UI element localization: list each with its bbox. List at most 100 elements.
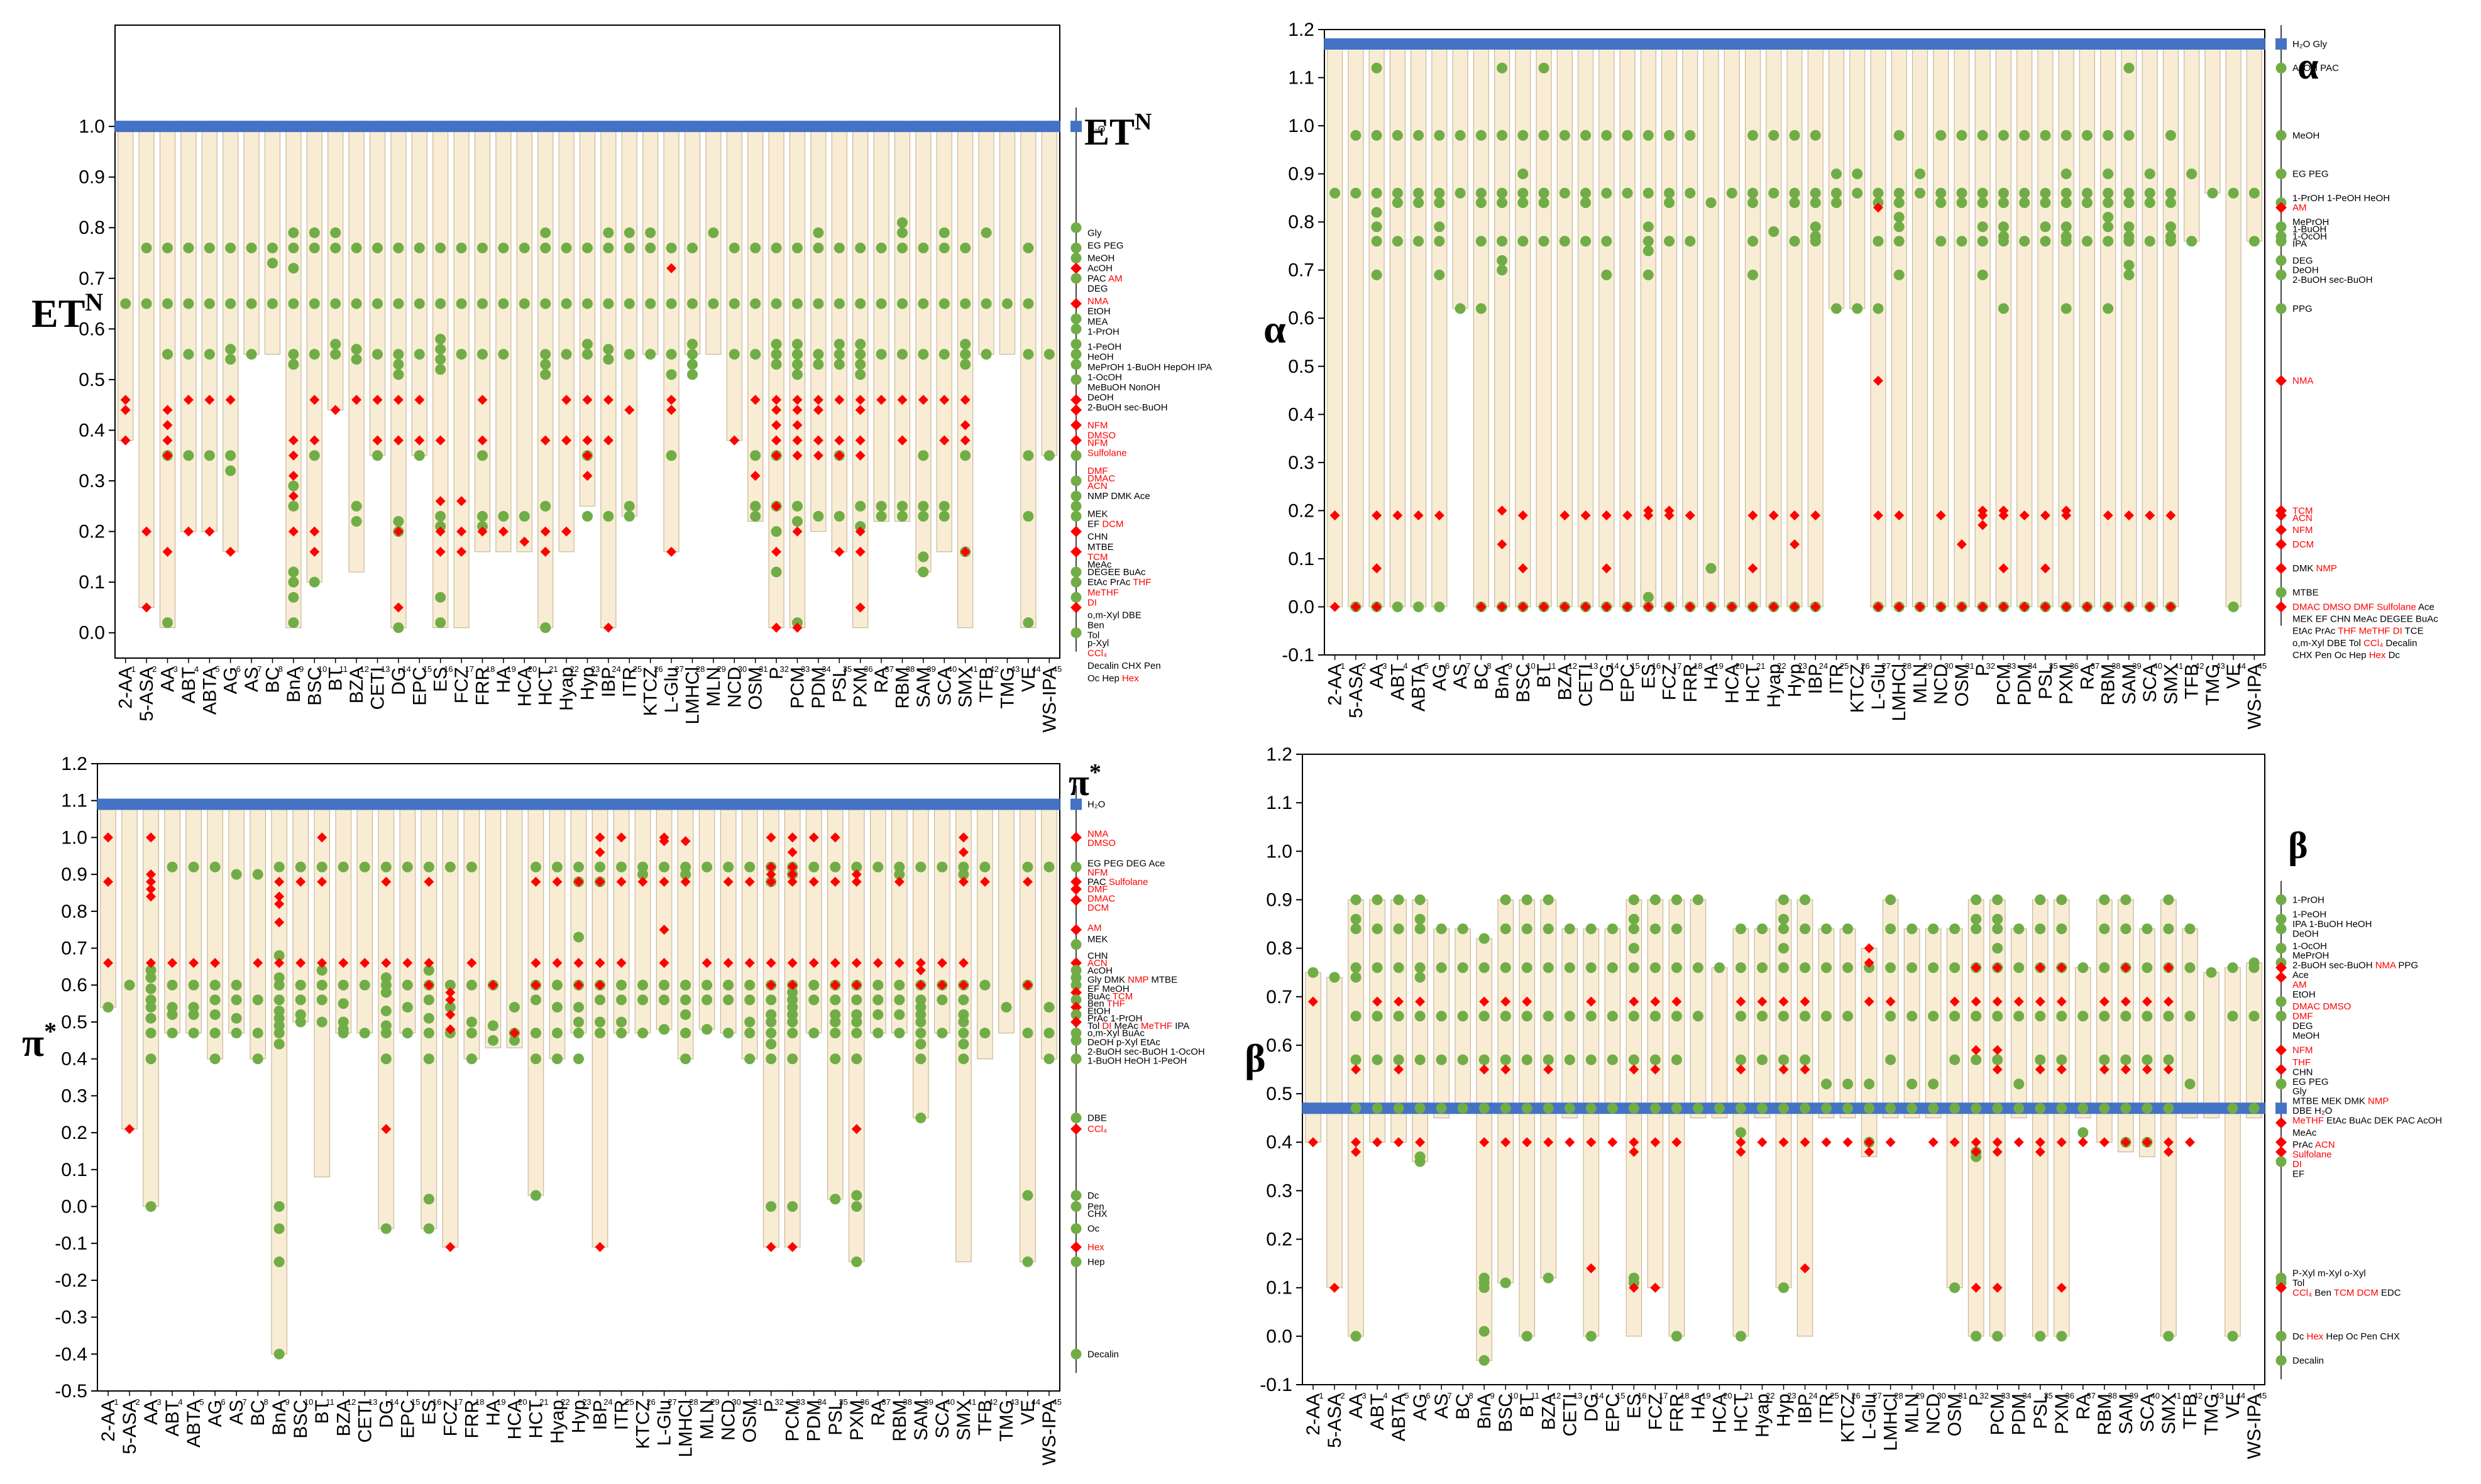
category-index: 10: [304, 1397, 313, 1407]
category-index: 13: [1573, 1391, 1582, 1400]
water-marker: [744, 121, 756, 133]
y-axis-title: ETN: [31, 288, 103, 336]
green-point: [2056, 894, 2067, 905]
side-red-marker: [2275, 1136, 2287, 1148]
green-point: [1714, 962, 1725, 973]
solvent-label: NMP DMK Ace: [1087, 491, 1150, 502]
green-point: [1778, 1054, 1789, 1065]
green-point: [246, 242, 257, 253]
range-bar: [411, 126, 427, 456]
solvent-label-part: Gly: [1087, 228, 1102, 238]
green-point: [1756, 1011, 1768, 1022]
green-point: [2056, 1054, 2067, 1065]
water-marker: [1658, 38, 1670, 50]
solvent-label: THF: [2292, 1057, 2311, 1068]
green-point: [167, 1001, 178, 1013]
solvent-label: MePrOH: [2292, 950, 2329, 961]
green-point: [723, 1028, 734, 1039]
green-point: [231, 869, 242, 880]
green-point: [1043, 861, 1055, 872]
green-point: [1935, 187, 1947, 199]
red-point: [288, 491, 299, 502]
category-label: HCA: [514, 667, 535, 706]
red-point: [1586, 996, 1597, 1007]
red-point: [595, 847, 605, 857]
green-point: [894, 994, 905, 1006]
green-point: [423, 965, 434, 976]
green-point: [2163, 923, 2174, 935]
green-point: [1622, 129, 1633, 141]
solvent-label: Hex: [1087, 1242, 1104, 1253]
water-marker: [449, 798, 461, 810]
red-point: [1580, 602, 1591, 612]
solvent-label: ACN: [1087, 958, 1108, 969]
solvent-label: IPA: [2292, 239, 2307, 250]
green-point: [1705, 563, 1717, 574]
green-point: [687, 349, 698, 360]
red-point: [1650, 1282, 1661, 1293]
solvent-label-part: MeTHF: [1087, 587, 1119, 598]
category-index: 3: [1382, 661, 1387, 671]
water-marker: [314, 121, 326, 133]
category-index: 13: [368, 1397, 377, 1407]
water-marker: [600, 798, 612, 810]
green-point: [402, 1028, 413, 1039]
solvent-label: Tol: [2292, 1278, 2304, 1289]
green-point: [145, 1053, 157, 1065]
side-green-marker: [1070, 1256, 1082, 1268]
red-point: [540, 546, 551, 557]
green-point: [1778, 894, 1789, 905]
red-point: [1864, 957, 1874, 968]
green-point: [309, 576, 320, 588]
green-point: [723, 861, 734, 872]
green-point: [273, 1348, 285, 1360]
category-label: HCT: [1730, 1393, 1751, 1432]
green-point: [1457, 1054, 1468, 1065]
green-point: [833, 242, 845, 253]
red-point: [124, 1124, 135, 1135]
green-point: [1022, 861, 1033, 872]
water-marker: [460, 798, 472, 810]
category-label: BSC: [304, 667, 325, 706]
category-label: ABT: [179, 667, 199, 703]
red-point: [771, 395, 782, 405]
green-point: [273, 1013, 285, 1024]
category-index: 26: [1861, 661, 1869, 671]
green-point: [252, 994, 263, 1006]
green-point: [204, 349, 215, 360]
red-point: [744, 876, 755, 887]
green-point: [1735, 1054, 1746, 1065]
red-point: [435, 496, 446, 507]
green-point: [792, 349, 803, 360]
y-tick-label: 0.6: [1266, 1035, 1292, 1056]
red-point: [141, 602, 152, 613]
water-marker: [546, 798, 558, 810]
red-point: [855, 395, 866, 405]
green-point: [1705, 197, 1717, 209]
red-point: [2163, 1146, 2174, 1157]
green-point: [1543, 1102, 1554, 1114]
water-marker: [1048, 121, 1060, 133]
green-point: [183, 242, 194, 253]
solvent-label: DeOH p-Xyl EtAc: [1087, 1037, 1160, 1048]
green-point: [958, 994, 969, 1006]
solvent-label: P-Xyl m-Xyl o-Xyl: [2292, 1268, 2366, 1279]
water-marker: [2211, 1102, 2223, 1114]
range-bar: [1433, 928, 1450, 1119]
red-point: [1971, 1282, 1981, 1293]
red-point: [424, 958, 434, 969]
solvent-label: DBE H₂O: [2292, 1106, 2332, 1116]
water-marker: [2138, 38, 2150, 50]
side-green-marker: [2275, 221, 2287, 233]
solvent-label: MeTHF EtAc BuAc DEK PAC AcOH: [2292, 1116, 2442, 1126]
green-point: [1842, 1011, 1854, 1022]
green-point: [833, 349, 845, 360]
green-point: [288, 617, 299, 629]
green-point: [603, 344, 614, 355]
red-point: [960, 546, 971, 557]
green-point: [808, 979, 820, 991]
green-point: [1350, 187, 1362, 199]
green-point: [2103, 129, 2114, 141]
solvent-label: MePrOH 1-BuOH HepOH IPA: [1087, 362, 1212, 373]
category-index: 22: [561, 1397, 569, 1407]
